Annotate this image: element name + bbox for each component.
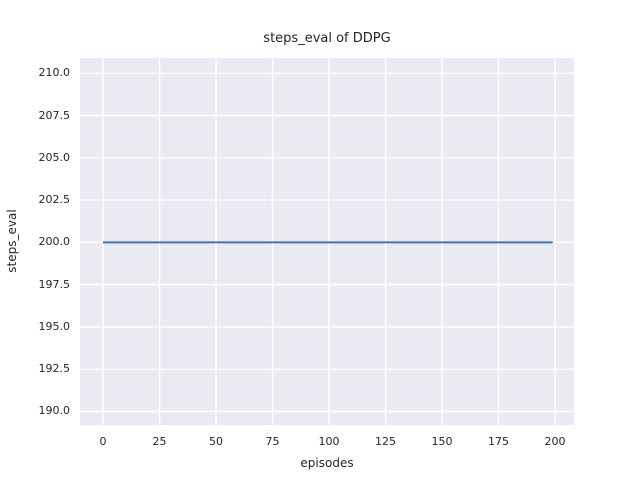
y-tick-label: 207.5 bbox=[38, 108, 71, 122]
y-tick-label: 190.0 bbox=[38, 404, 71, 418]
y-tick-label: 210.0 bbox=[38, 66, 71, 80]
y-tick-label: 202.5 bbox=[38, 193, 71, 207]
x-tick-label: 175 bbox=[488, 435, 510, 448]
x-tick-label: 25 bbox=[152, 435, 167, 448]
x-tick-label: 75 bbox=[265, 435, 280, 448]
plot-area bbox=[80, 58, 574, 425]
x-tick-label: 150 bbox=[431, 435, 453, 448]
x-tick-label: 0 bbox=[99, 435, 107, 448]
plot-canvas bbox=[80, 58, 574, 425]
y-tick-label: 192.5 bbox=[38, 362, 71, 376]
y-tick-label: 195.0 bbox=[38, 319, 71, 333]
y-tick-label: 197.5 bbox=[38, 277, 71, 291]
x-tick-label: 200 bbox=[544, 435, 566, 448]
x-tick-label: 100 bbox=[318, 435, 340, 448]
x-tick-label: 125 bbox=[375, 435, 397, 448]
chart-title: steps_eval of DDPG bbox=[263, 31, 391, 46]
y-tick-label: 200.0 bbox=[38, 235, 71, 249]
x-axis-label: episodes bbox=[300, 456, 354, 470]
x-tick-label: 50 bbox=[209, 435, 224, 448]
y-tick-label: 205.0 bbox=[38, 150, 71, 164]
